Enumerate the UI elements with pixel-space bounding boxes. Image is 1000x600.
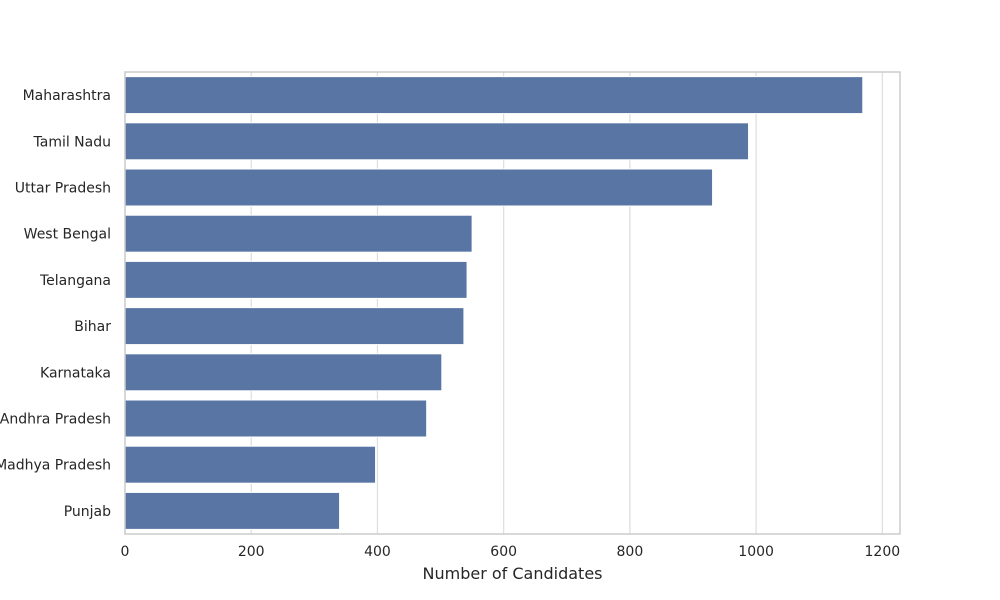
y-category-label: Bihar <box>74 319 111 335</box>
y-category-label: Madhya Pradesh <box>0 458 111 474</box>
x-tick-labels: 0 200 400 600 800 1000 1200 <box>121 544 901 560</box>
x-tick-label: 1200 <box>865 544 901 560</box>
bar <box>124 168 714 207</box>
bar <box>124 76 864 115</box>
x-tick-label: 1000 <box>738 544 774 560</box>
x-tick-label: 600 <box>490 544 517 560</box>
x-axis-label: Number of Candidates <box>423 564 603 583</box>
bars <box>124 76 864 530</box>
plot-frame <box>124 71 901 535</box>
x-tick-label: 200 <box>238 544 265 560</box>
bar <box>124 445 377 484</box>
y-category-label: Tamil Nadu <box>33 134 112 150</box>
bar <box>124 122 750 161</box>
y-category-label: Uttar Pradesh <box>15 181 111 197</box>
y-category-label: Karnataka <box>40 365 111 381</box>
y-category-label: Andhra Pradesh <box>0 412 111 428</box>
y-category-labels: Maharashtra Tamil Nadu Uttar Pradesh West B… <box>0 88 111 520</box>
bar <box>124 307 465 346</box>
bar <box>124 353 443 392</box>
x-tick-label: 0 <box>121 544 130 560</box>
y-category-label: Maharashtra <box>23 88 111 104</box>
bar <box>124 399 428 438</box>
x-tick-label: 800 <box>617 544 644 560</box>
bar <box>124 260 468 299</box>
bar <box>124 214 473 253</box>
x-tick-label: 400 <box>364 544 391 560</box>
y-category-label: West Bengal <box>24 227 111 243</box>
y-category-label: Telangana <box>39 273 111 289</box>
y-category-label: Punjab <box>64 504 111 520</box>
bar <box>124 491 341 530</box>
